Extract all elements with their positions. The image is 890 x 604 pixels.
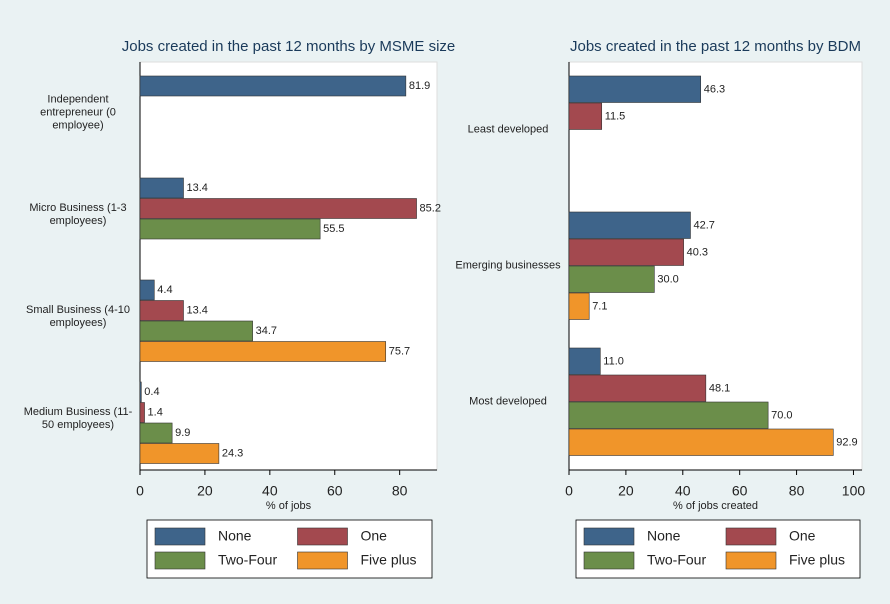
category-label: Independent entrepreneur (0 employee) (40, 93, 116, 132)
bar (139, 381, 142, 403)
x-tick-label: 40 (675, 483, 691, 499)
category-label: Emerging businesses (455, 259, 561, 272)
chart-title: Jobs created in the past 12 months by BD… (570, 38, 861, 55)
value-label: 1.4 (148, 407, 163, 419)
legend-swatch (297, 551, 348, 570)
bar (139, 402, 145, 423)
bar (568, 374, 707, 402)
bar (139, 218, 321, 240)
category-label: Micro Business (1-3 employees) (29, 202, 127, 227)
value-label: 24.3 (222, 448, 243, 460)
value-label: 81.9 (409, 80, 430, 92)
value-label: 55.5 (323, 223, 344, 235)
x-tick-label: 80 (392, 483, 408, 499)
bar (139, 279, 155, 301)
x-tick-label: 100 (842, 483, 866, 499)
legend-label: Two-Four (218, 552, 277, 568)
x-tick-label: 0 (136, 483, 144, 499)
value-label: 34.7 (256, 325, 277, 337)
bar (139, 177, 184, 199)
bar (568, 211, 691, 239)
bar (568, 347, 601, 375)
value-label: 48.1 (709, 382, 730, 394)
category-label: Most developed (469, 395, 547, 408)
bar (568, 238, 684, 266)
category-label: Small Business (4-10 employees) (26, 304, 130, 329)
x-tick-label: 80 (789, 483, 805, 499)
x-axis-label: % of jobs (266, 500, 312, 512)
bar (139, 341, 387, 362)
x-tick-label: 0 (565, 483, 573, 499)
bar (139, 75, 407, 97)
x-tick-label: 20 (618, 483, 634, 499)
category-label: Least developed (467, 123, 549, 136)
chart-title: Jobs created in the past 12 months by MS… (122, 38, 456, 55)
value-label: 85.2 (420, 203, 441, 215)
legend-label: One (789, 528, 816, 544)
bar (139, 422, 173, 444)
category-label: Medium Business (11-50 employees) (23, 406, 133, 431)
plot-area (139, 61, 438, 471)
bar (568, 102, 603, 130)
value-label: 75.7 (389, 346, 410, 358)
value-label: 70.0 (771, 409, 792, 421)
value-label: 92.9 (836, 436, 857, 448)
value-label: 30.0 (657, 273, 678, 285)
value-label: 4.4 (157, 284, 172, 296)
value-label: 7.1 (592, 300, 607, 312)
bar (568, 401, 769, 429)
legend-label: None (647, 528, 681, 544)
bar (139, 320, 253, 342)
legend-swatch (725, 551, 777, 570)
value-label: 42.7 (693, 219, 714, 231)
legend-swatch (583, 551, 635, 570)
value-label: 11.5 (605, 110, 626, 122)
legend-swatch (297, 527, 348, 546)
bar (568, 265, 655, 293)
legend-label: One (361, 528, 388, 544)
bar (568, 292, 590, 320)
bar (139, 198, 417, 219)
legend-label: Five plus (361, 552, 417, 568)
legend-swatch (583, 527, 635, 546)
legend-swatch (154, 551, 206, 570)
bar (139, 300, 184, 321)
legend-label: Two-Four (647, 552, 706, 568)
value-label: 11.0 (603, 355, 624, 367)
value-label: 13.4 (186, 182, 207, 194)
legend-swatch (154, 527, 206, 546)
value-label: 9.9 (175, 427, 190, 439)
value-label: 40.3 (687, 246, 708, 258)
legend-label: None (218, 528, 252, 544)
x-axis-label: % of jobs created (673, 500, 758, 512)
value-label: 0.4 (144, 386, 159, 398)
legend-swatch (725, 527, 777, 546)
bar (139, 443, 220, 464)
bar (568, 75, 702, 103)
x-tick-label: 40 (262, 483, 278, 499)
value-label: 13.4 (186, 305, 207, 317)
bar (568, 428, 834, 456)
x-tick-label: 60 (732, 483, 748, 499)
value-label: 46.3 (704, 83, 725, 95)
x-tick-label: 60 (327, 483, 343, 499)
x-tick-label: 20 (197, 483, 213, 499)
legend-label: Five plus (789, 552, 845, 568)
